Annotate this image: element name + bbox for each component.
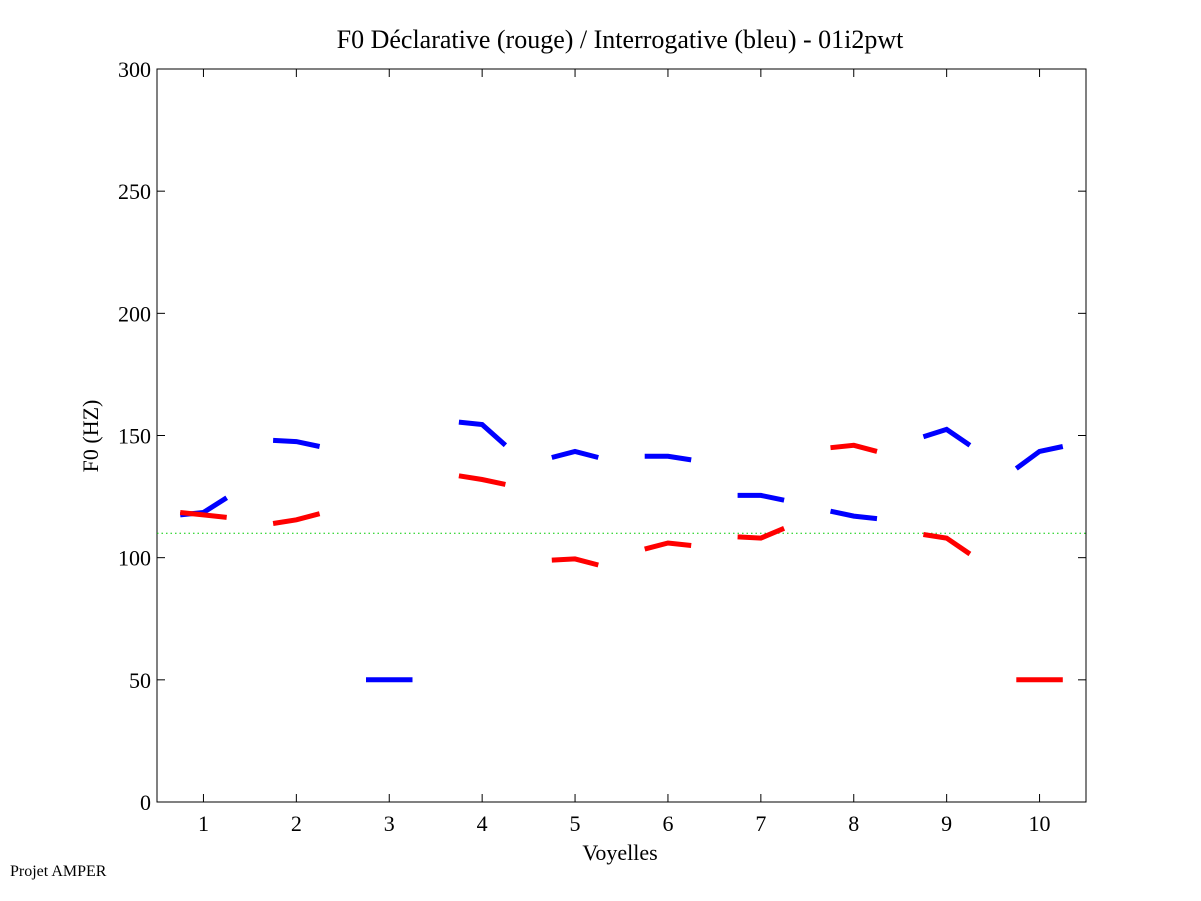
x-axis-label: Voyelles bbox=[582, 840, 657, 865]
chart-title: F0 Déclarative (rouge) / Interrogative (… bbox=[337, 25, 905, 54]
declarative-segment-vowel-4 bbox=[458, 473, 506, 487]
y-tick-label: 100 bbox=[118, 546, 151, 571]
declarative-segment-vowel-6 bbox=[644, 540, 692, 552]
declarative-segment-vowel-8 bbox=[830, 442, 878, 454]
y-tick-label: 50 bbox=[129, 668, 151, 693]
x-tick-label: 9 bbox=[941, 811, 952, 836]
x-tick-label: 8 bbox=[848, 811, 859, 836]
x-tick-label: 5 bbox=[570, 811, 581, 836]
x-tick-label: 6 bbox=[662, 811, 673, 836]
y-tick-label: 300 bbox=[118, 57, 151, 82]
declarative-segment-vowel-5 bbox=[551, 556, 599, 568]
interrogative-segment-vowel-4 bbox=[458, 419, 508, 448]
y-tick-label: 150 bbox=[118, 424, 151, 449]
x-tick-label: 4 bbox=[477, 811, 488, 836]
interrogative-segment-vowel-10 bbox=[1014, 444, 1064, 471]
y-tick-label: 200 bbox=[118, 301, 151, 326]
plot-area bbox=[156, 68, 1087, 803]
interrogative-segment-vowel-2 bbox=[272, 437, 321, 449]
interrogative-segment-vowel-6 bbox=[644, 453, 692, 463]
x-tick-label: 7 bbox=[755, 811, 766, 836]
interrogative-segment-vowel-7 bbox=[737, 492, 785, 503]
declarative-segment-vowel-7 bbox=[737, 525, 786, 541]
x-tick-label: 3 bbox=[384, 811, 395, 836]
interrogative-segment-vowel-8 bbox=[829, 508, 878, 522]
x-tick-label: 2 bbox=[291, 811, 302, 836]
footer-text: Projet AMPER bbox=[10, 863, 107, 880]
declarative-segment-vowel-9 bbox=[923, 532, 972, 557]
x-tick-label: 10 bbox=[1029, 811, 1051, 836]
y-axis-label: F0 (HZ) bbox=[78, 400, 103, 473]
y-tick-label: 250 bbox=[118, 179, 151, 204]
declarative-segment-vowel-2 bbox=[272, 511, 321, 526]
y-tick-label: 0 bbox=[140, 790, 151, 815]
interrogative-segment-vowel-9 bbox=[922, 426, 972, 448]
declarative-segment-vowel-1 bbox=[179, 510, 227, 520]
x-tick-label: 1 bbox=[198, 811, 209, 836]
interrogative-segment-vowel-5 bbox=[551, 448, 599, 460]
